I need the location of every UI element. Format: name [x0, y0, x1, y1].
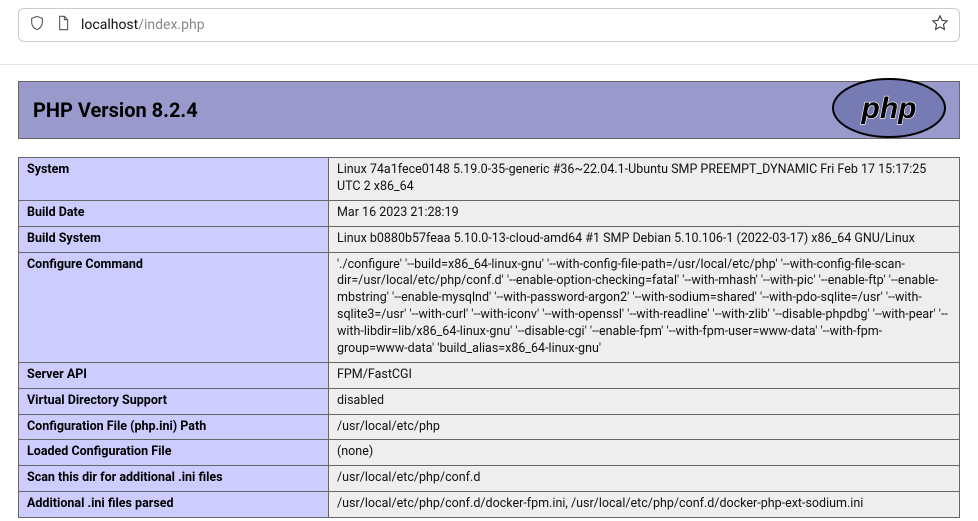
info-value: /usr/local/etc/php/conf.d/docker-fpm.ini… [329, 492, 960, 518]
svg-text:php: php [861, 92, 917, 125]
url-host: localhost [81, 17, 138, 33]
url-input[interactable]: localhost/index.php [81, 17, 921, 33]
info-key: Configuration File (php.ini) Path [19, 414, 329, 440]
table-row: Server APIFPM/FastCGI [19, 362, 960, 388]
table-row: SystemLinux 74a1fece0148 5.19.0-35-gener… [19, 158, 960, 201]
table-row: Build DateMar 16 2023 21:28:19 [19, 200, 960, 226]
browser-address-bar[interactable]: localhost/index.php [18, 8, 960, 42]
table-row: Configuration File (php.ini) Path/usr/lo… [19, 414, 960, 440]
table-row: Build SystemLinux b0880b57feaa 5.10.0-13… [19, 226, 960, 252]
page-title: PHP Version 8.2.4 [33, 98, 198, 122]
info-key: Scan this dir for additional .ini files [19, 466, 329, 492]
table-row: Configure Command'./configure' '--build=… [19, 252, 960, 362]
table-row: Virtual Directory Supportdisabled [19, 388, 960, 414]
page-icon [55, 15, 71, 35]
info-value: './configure' '--build=x86_64-linux-gnu'… [329, 252, 960, 362]
info-value: FPM/FastCGI [329, 362, 960, 388]
table-row: Additional .ini files parsed/usr/local/e… [19, 492, 960, 518]
info-value: Linux 74a1fece0148 5.19.0-35-generic #36… [329, 158, 960, 201]
info-key: Loaded Configuration File [19, 440, 329, 466]
shield-icon[interactable] [29, 15, 45, 35]
info-key: Configure Command [19, 252, 329, 362]
php-logo-icon: php [829, 76, 949, 144]
info-value: Mar 16 2023 21:28:19 [329, 200, 960, 226]
info-value: disabled [329, 388, 960, 414]
info-key: Server API [19, 362, 329, 388]
info-value: Linux b0880b57feaa 5.10.0-13-cloud-amd64… [329, 226, 960, 252]
info-key: Additional .ini files parsed [19, 492, 329, 518]
address-left-icons [29, 15, 71, 35]
info-value: /usr/local/etc/php/conf.d [329, 466, 960, 492]
table-row: Scan this dir for additional .ini files/… [19, 466, 960, 492]
phpinfo-table: SystemLinux 74a1fece0148 5.19.0-35-gener… [18, 157, 960, 518]
info-key: Build Date [19, 200, 329, 226]
url-path: /index.php [138, 17, 204, 33]
info-key: Build System [19, 226, 329, 252]
phpinfo-header: PHP Version 8.2.4 php [18, 81, 960, 139]
info-key: Virtual Directory Support [19, 388, 329, 414]
table-row: Loaded Configuration File(none) [19, 440, 960, 466]
info-value: /usr/local/etc/php [329, 414, 960, 440]
info-key: System [19, 158, 329, 201]
info-value: (none) [329, 440, 960, 466]
bookmark-star-icon[interactable] [931, 14, 949, 36]
